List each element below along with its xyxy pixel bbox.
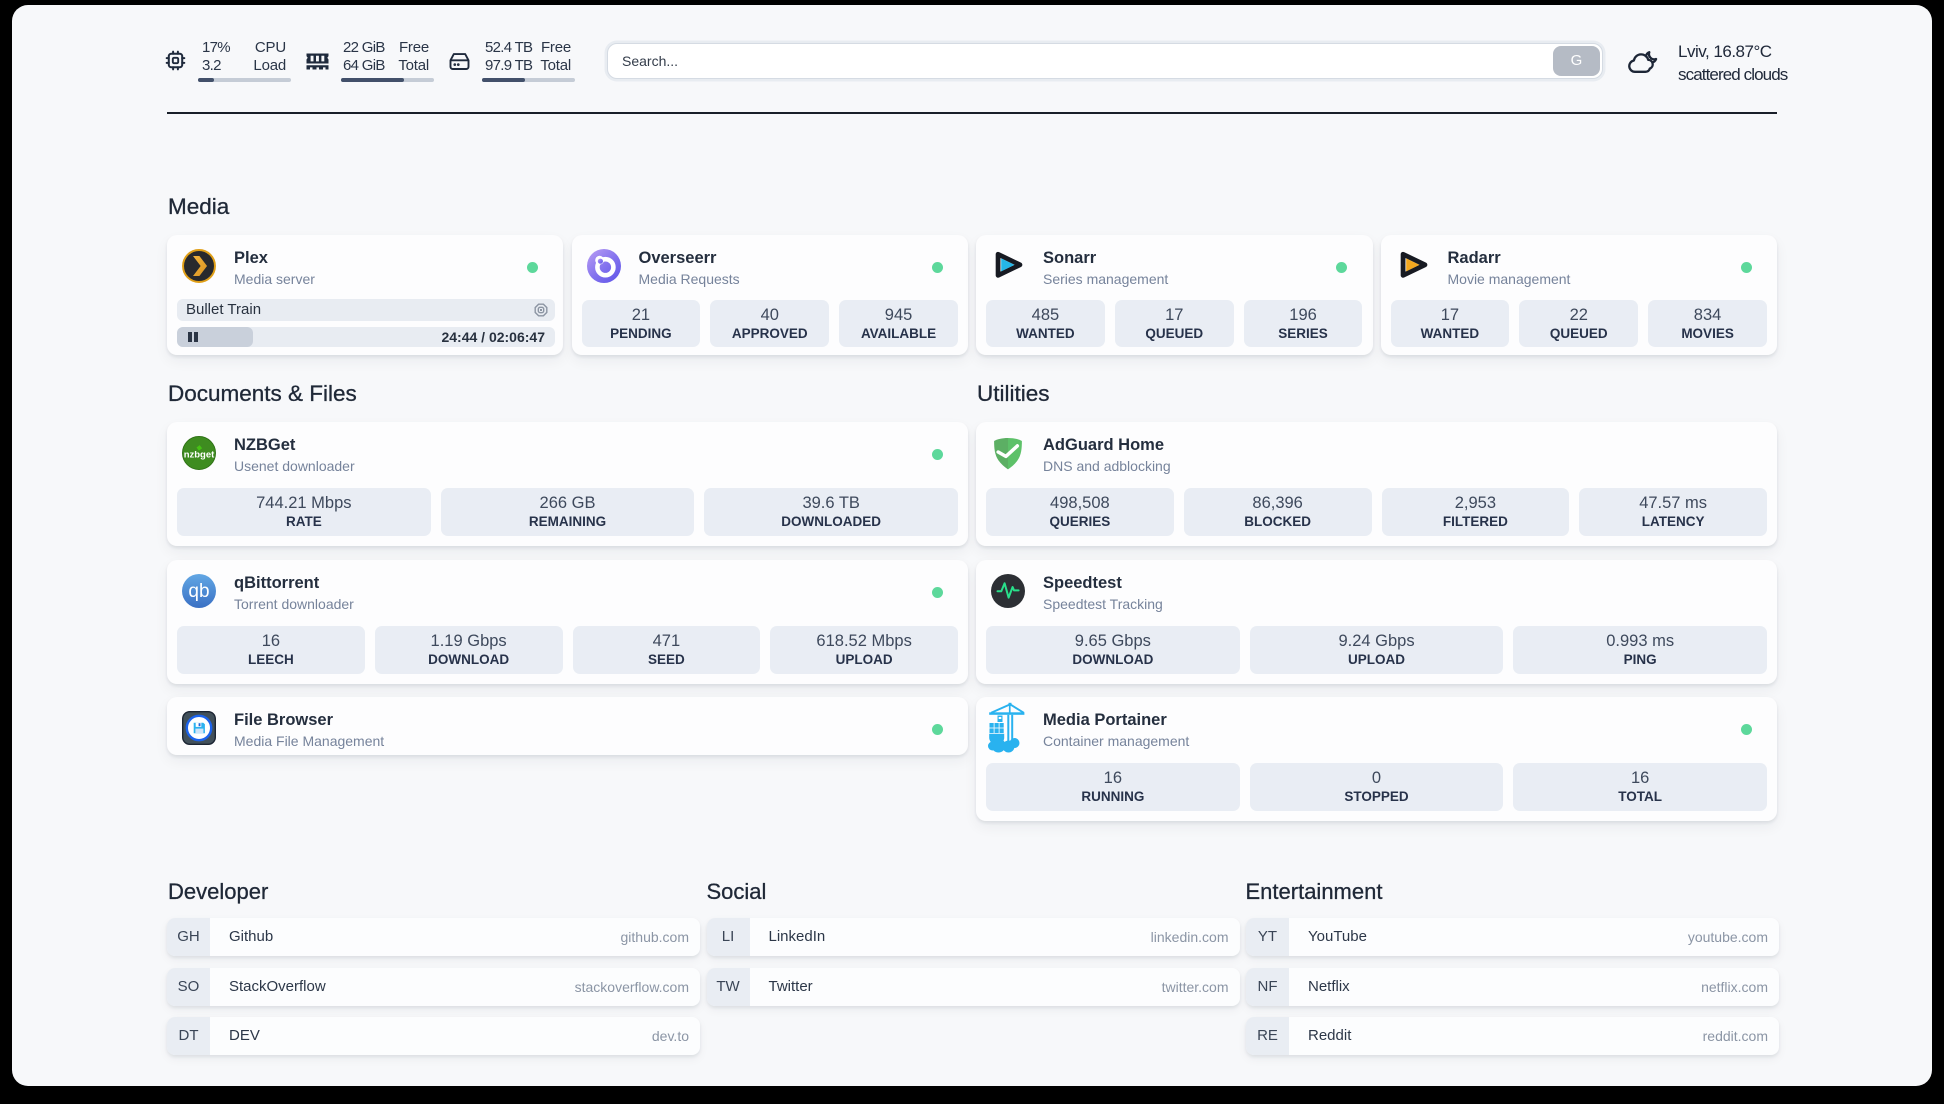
svg-text:qb: qb xyxy=(188,581,209,602)
svg-text:nzbget: nzbget xyxy=(184,450,215,461)
